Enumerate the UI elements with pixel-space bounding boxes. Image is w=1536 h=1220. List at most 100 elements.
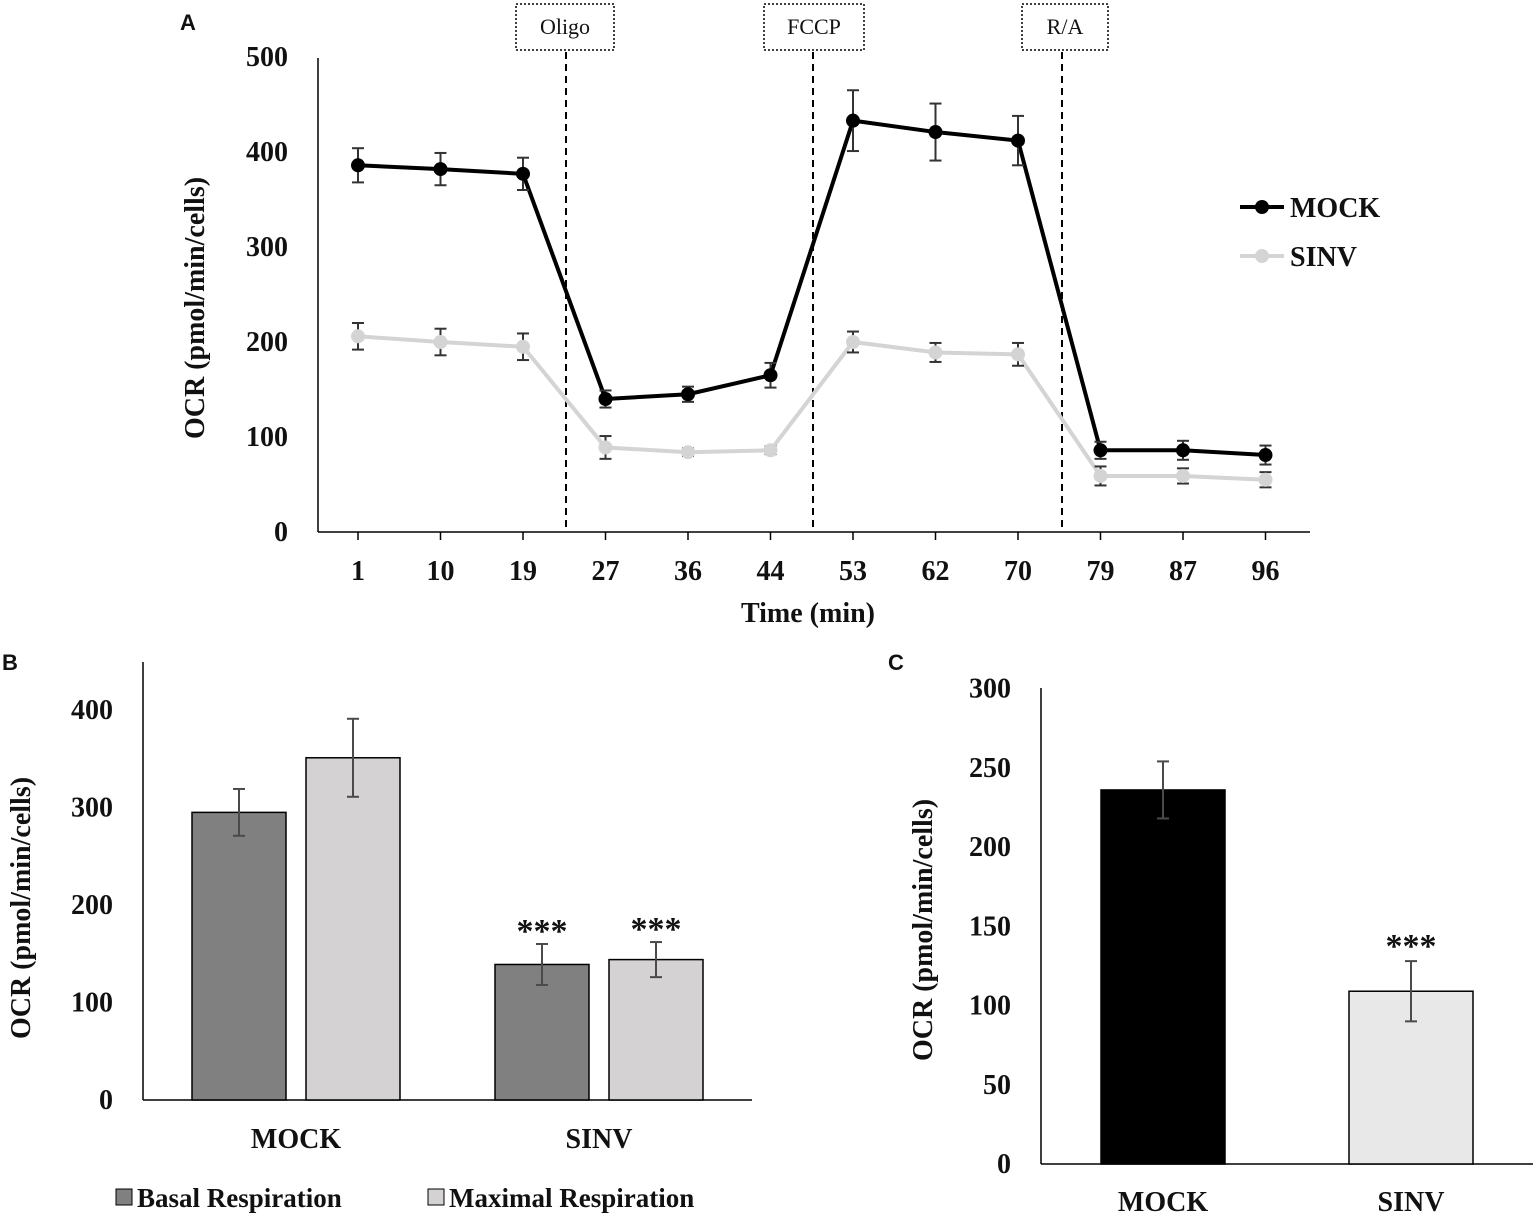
series-mock-point	[351, 158, 365, 173]
error-bar-sinv	[1405, 960, 1417, 1023]
panel-a-y-tick-label: 200	[246, 327, 288, 358]
bar-maximal-sinv	[608, 958, 704, 1101]
panel-c-y-tick-label: 300	[969, 674, 1011, 705]
marker-fccp-label: FCCP	[787, 14, 841, 39]
error-bar-basal-sinv	[536, 943, 548, 986]
panel-a-x-axis-title: Time (min)	[741, 598, 875, 629]
panel-a-legend: MOCK SINV	[1240, 193, 1380, 273]
series-sinv-point	[516, 339, 530, 354]
series-sinv-point	[1258, 472, 1273, 487]
panel-b-y-tick-label: 300	[71, 793, 113, 824]
panel-a-x-tick-label: 79	[1087, 556, 1115, 587]
panel-b-x-tick-label: SINV	[566, 1124, 633, 1155]
panel-b-x-ticks: MOCK SINV	[251, 1124, 633, 1155]
panel-b-y-ticks: 0 100 200 300 400	[71, 695, 113, 1116]
panel-a-y-tick-label: 500	[246, 42, 288, 73]
panel-c-y-ticks: 0 50 100 150 200 250 300	[969, 674, 1011, 1181]
panel-b-x-tick-label: MOCK	[251, 1124, 341, 1155]
panel-a-x-tick-label: 19	[509, 556, 537, 587]
panel-b-y-tick-label: 100	[71, 988, 113, 1019]
panel-b-legend: Basal Respiration Maximal Respiration	[115, 1183, 694, 1213]
significance-sinv: ***	[1386, 928, 1437, 965]
panel-b-y-axis-title: OCR (pmol/min/cells)	[6, 777, 37, 1039]
panel-a-x-tick-label: 36	[674, 556, 702, 587]
panel-c-x-tick-label: MOCK	[1118, 1187, 1208, 1218]
significance-maximal-sinv: ***	[631, 911, 682, 948]
panel-c-y-axis-title: OCR (pmol/min/cells)	[908, 799, 939, 1061]
legend-basal-label: Basal Respiration	[137, 1183, 342, 1213]
panel-b-y-tick-label: 0	[99, 1085, 113, 1116]
legend-mock-marker	[1255, 200, 1269, 214]
series-mock-point	[433, 162, 448, 177]
series-sinv-point	[928, 345, 943, 360]
series-mock-point	[516, 166, 530, 181]
panel-a-x-tick-label: 10	[427, 556, 455, 587]
marker-fccp: FCCP	[763, 3, 865, 532]
panel-a-x-tick-label: 44	[757, 556, 785, 587]
panel-b-y-tick-label: 200	[71, 890, 113, 921]
marker-ra-label: R/A	[1047, 14, 1084, 39]
panel-a-y-tick-label: 0	[274, 517, 288, 548]
series-mock-point	[598, 392, 613, 406]
panel-b-label: B	[2, 650, 18, 675]
panel-a-x-tick-label: 27	[592, 556, 620, 587]
panel-c-bars: ***	[1100, 760, 1474, 1165]
panel-b-y-tick-label: 400	[71, 695, 113, 726]
error-bar-maximal-sinv	[650, 941, 662, 979]
panel-c-y-tick-label: 50	[983, 1070, 1011, 1101]
series-sinv-point	[681, 445, 695, 460]
bar-basal-sinv	[494, 963, 590, 1101]
marker-fccp-box	[763, 3, 865, 51]
bar-basal-mock	[191, 811, 287, 1101]
series-mock-point	[1093, 443, 1108, 458]
panel-a-y-tick-label: 300	[246, 232, 288, 263]
marker-oligo: Oligo	[515, 3, 615, 532]
series-mock-point	[1176, 443, 1190, 458]
panel-a-series	[351, 89, 1273, 489]
panel-c-y-tick-label: 250	[969, 753, 1011, 784]
series-sinv-line	[357, 334, 1266, 482]
legend-basal-swatch	[115, 1188, 133, 1206]
series-sinv-point	[763, 443, 778, 458]
panel-c-x-tick-label: SINV	[1378, 1187, 1445, 1218]
series-mock-line	[357, 118, 1266, 458]
series-sinv-point	[1011, 347, 1025, 362]
error-bar-mock	[1157, 760, 1169, 820]
series-mock-point	[1258, 448, 1273, 463]
panel-c-y-tick-label: 100	[969, 991, 1011, 1022]
error-bar-basal-mock	[233, 787, 245, 837]
significance-basal-sinv: ***	[517, 913, 568, 950]
legend-mock-label: MOCK	[1290, 193, 1380, 224]
panel-a-x-tick-label: 62	[922, 556, 950, 587]
panel-a-y-ticks: 0 100 200 300 400 500	[246, 42, 288, 548]
panel-a-x-ticks: 1 10 19 27 36 44 53 62 70 79 87 96	[351, 532, 1280, 587]
bar-maximal-mock	[305, 757, 401, 1101]
panel-a-x-tick-label: 70	[1004, 556, 1032, 587]
series-mock-point	[1011, 133, 1025, 148]
panel-a-x-tick-label: 53	[839, 556, 867, 587]
marker-oligo-box	[515, 3, 615, 51]
legend-maximal-label: Maximal Respiration	[449, 1183, 694, 1213]
marker-ra: R/A	[1021, 3, 1109, 532]
panel-a-y-axis-title: OCR (pmol/min/cells)	[180, 177, 211, 439]
marker-oligo-label: Oligo	[540, 14, 590, 39]
panel-c-y-tick-label: 200	[969, 832, 1011, 863]
panel-c-x-ticks: MOCK SINV	[1118, 1187, 1445, 1218]
panel-c-label: C	[888, 650, 904, 675]
panel-a-y-tick-label: 400	[246, 137, 288, 168]
legend-maximal-swatch	[427, 1188, 445, 1206]
panel-a: A 0 100 200 300 400 500 1 10 19 27 36 44 53 62 70 79 87…	[180, 3, 1380, 629]
series-mock-point	[681, 387, 695, 402]
panel-a-label: A	[180, 10, 196, 35]
panel-b: B 0 100 200 300 400 *** *** MOCK SINV OCR (pmo…	[2, 650, 752, 1213]
series-sinv-point	[1176, 468, 1190, 483]
legend-sinv-label: SINV	[1290, 242, 1357, 273]
panel-a-y-tick-label: 100	[246, 422, 288, 453]
marker-ra-box	[1021, 3, 1109, 51]
panel-c: C 0 50 100 150 200 250 300 *** MOCK SINV OCR (p…	[888, 650, 1533, 1218]
panel-b-bars: *** ***	[191, 717, 704, 1101]
legend-sinv-marker	[1255, 249, 1269, 263]
series-mock-point	[928, 125, 943, 140]
series-sinv-point	[351, 329, 365, 344]
